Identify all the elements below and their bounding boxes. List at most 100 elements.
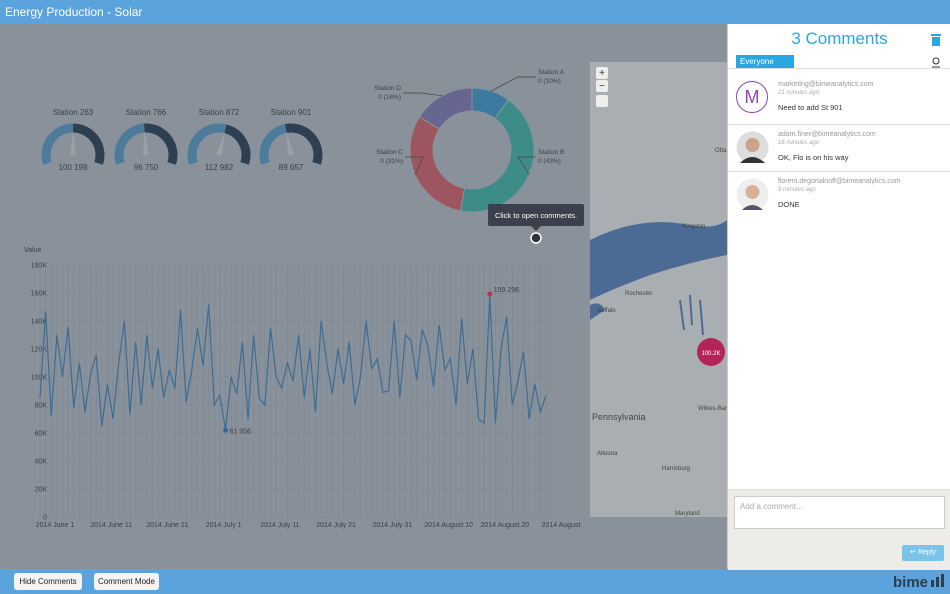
pie-label: Station D <box>374 85 401 92</box>
comment-author: florent.degorialnoff@bimeanalytics.com <box>778 178 901 185</box>
pie-value: 0 (31%) <box>380 158 403 165</box>
y-tick-label: 80K <box>35 403 48 410</box>
filter-select[interactable]: Everyone <box>736 55 794 68</box>
tooltip <box>488 204 584 226</box>
gauge-value: 89 657 <box>279 163 304 172</box>
avatar: M <box>736 81 768 113</box>
y-tick-label: 0 <box>43 515 47 522</box>
comment-time: 16 minutes ago <box>778 140 820 146</box>
pan[interactable] <box>596 95 608 107</box>
comment: florent.degorialnoff@bimeanalytics.com 9… <box>728 172 950 218</box>
gauge-needle <box>70 131 76 155</box>
avatar <box>736 178 769 211</box>
gauge-label: Station 766 <box>126 108 167 117</box>
map-label: Kingston <box>682 224 705 230</box>
pin-icon[interactable] <box>931 56 941 68</box>
comment-time: 21 minutes ago <box>778 90 820 96</box>
y-tick-label: 120K <box>31 347 48 354</box>
gauge-track <box>72 123 105 165</box>
comment: M marketing@bimeanalytics.com 21 minutes… <box>728 69 950 125</box>
x-tick-label: 2014 August 10 <box>424 522 473 529</box>
gauge-label: Station 263 <box>53 108 94 117</box>
zoom-out-label: − <box>599 81 605 92</box>
comments-title: 3 Comments <box>791 29 888 48</box>
x-tick-label: 2014 July 1 <box>206 522 242 529</box>
map: + − 100.2K Otta Kingston Rochester Buffalo P… <box>590 62 733 517</box>
lake <box>590 220 727 300</box>
lake <box>590 303 605 320</box>
y-tick-label: 180K <box>31 263 48 270</box>
gauge-fill <box>114 123 145 165</box>
x-tick-label: 2014 June 1 <box>36 522 75 529</box>
zoom-out[interactable] <box>596 80 608 92</box>
gauge-value: 96 750 <box>134 163 159 172</box>
map-label: Altoona <box>597 451 618 457</box>
gauge-needle <box>143 131 149 155</box>
lake <box>679 294 704 336</box>
x-tick-label: 2014 August 20 <box>480 522 529 529</box>
comment-text: Need to add St 901 <box>778 103 843 112</box>
zoom-in-label: + <box>599 68 605 79</box>
comment-marker[interactable] <box>530 232 542 244</box>
gauge-track <box>284 123 323 165</box>
y-tick-label: 160K <box>31 291 48 298</box>
divider <box>728 68 950 69</box>
gauge-label: Station 872 <box>199 108 240 117</box>
map-label: Pennsylvania <box>592 412 646 422</box>
reply-button[interactable]: ↵ Reply <box>902 545 944 561</box>
y-tick-label: 40K <box>35 459 48 466</box>
pie-slice <box>418 87 473 130</box>
x-tick-label: 2014 June 11 <box>90 522 132 529</box>
map-bubble[interactable] <box>697 338 725 366</box>
y-axis-title: Value <box>24 247 41 254</box>
leader-line <box>405 156 424 175</box>
pie-value: 0 (10%) <box>538 78 561 85</box>
leader-line <box>403 92 443 97</box>
map-label: Otta <box>715 148 727 154</box>
comment-mode-button[interactable]: Comment Mode <box>94 573 159 590</box>
comment-time: 9 minutes ago <box>778 187 816 193</box>
delete-icon[interactable] <box>930 32 942 46</box>
x-tick-label: 2014 August <box>542 522 581 529</box>
logo-bar <box>931 580 934 587</box>
header-title: Energy Production - Solar <box>5 5 142 19</box>
gauge-needle <box>216 131 225 155</box>
point-marker <box>223 427 229 433</box>
map-bubble-label: 100.2K <box>701 351 720 357</box>
x-tick-label: 2014 July 11 <box>260 522 299 529</box>
gauge-fill <box>259 124 287 165</box>
map-label: Wilkes-Barre <box>698 406 733 412</box>
gauge-label: Station 901 <box>271 108 312 117</box>
comment-author: marketing@bimeanalytics.com <box>778 81 874 88</box>
gauge-value: 100 198 <box>59 163 88 172</box>
compose-area: Add a comment... ↵ Reply <box>728 489 950 570</box>
comment-input[interactable]: Add a comment... <box>734 496 945 529</box>
tooltip-text: Click to open comments. <box>495 211 577 220</box>
hide-comments-button[interactable]: Hide Comments <box>14 573 82 590</box>
header-bar <box>0 0 950 24</box>
x-tick-label: 2014 June 21 <box>146 522 189 529</box>
pie-value: 0 (16%) <box>378 94 401 101</box>
map-label: Maryland <box>675 511 700 517</box>
logo-bar <box>941 574 944 587</box>
y-tick-label: 60K <box>35 431 48 438</box>
point-marker <box>487 291 493 297</box>
pie-slice <box>459 99 535 213</box>
comment-author: adam.finer@bimeanalytics.com <box>778 131 876 138</box>
y-tick-label: 20K <box>35 487 48 494</box>
logo-bar <box>936 577 939 587</box>
comment-text: OK, Flo is on his way <box>778 153 849 162</box>
tooltip-arrow <box>531 226 541 231</box>
x-tick-label: 2014 July 31 <box>372 522 412 529</box>
pie-label: Station B <box>538 149 564 156</box>
gauge-fill <box>187 123 227 165</box>
zoom-in[interactable] <box>596 67 608 79</box>
avatar <box>736 131 769 164</box>
value-label: 159 296 <box>494 287 519 294</box>
pie-slice <box>409 116 466 212</box>
pie-value: 0 (43%) <box>538 158 561 165</box>
gauge-needle <box>286 131 294 155</box>
gauge-track <box>224 124 251 165</box>
comments-panel: 3 Comments Everyone M marketing@bimeanal… <box>727 24 950 570</box>
leader-line <box>517 156 536 175</box>
